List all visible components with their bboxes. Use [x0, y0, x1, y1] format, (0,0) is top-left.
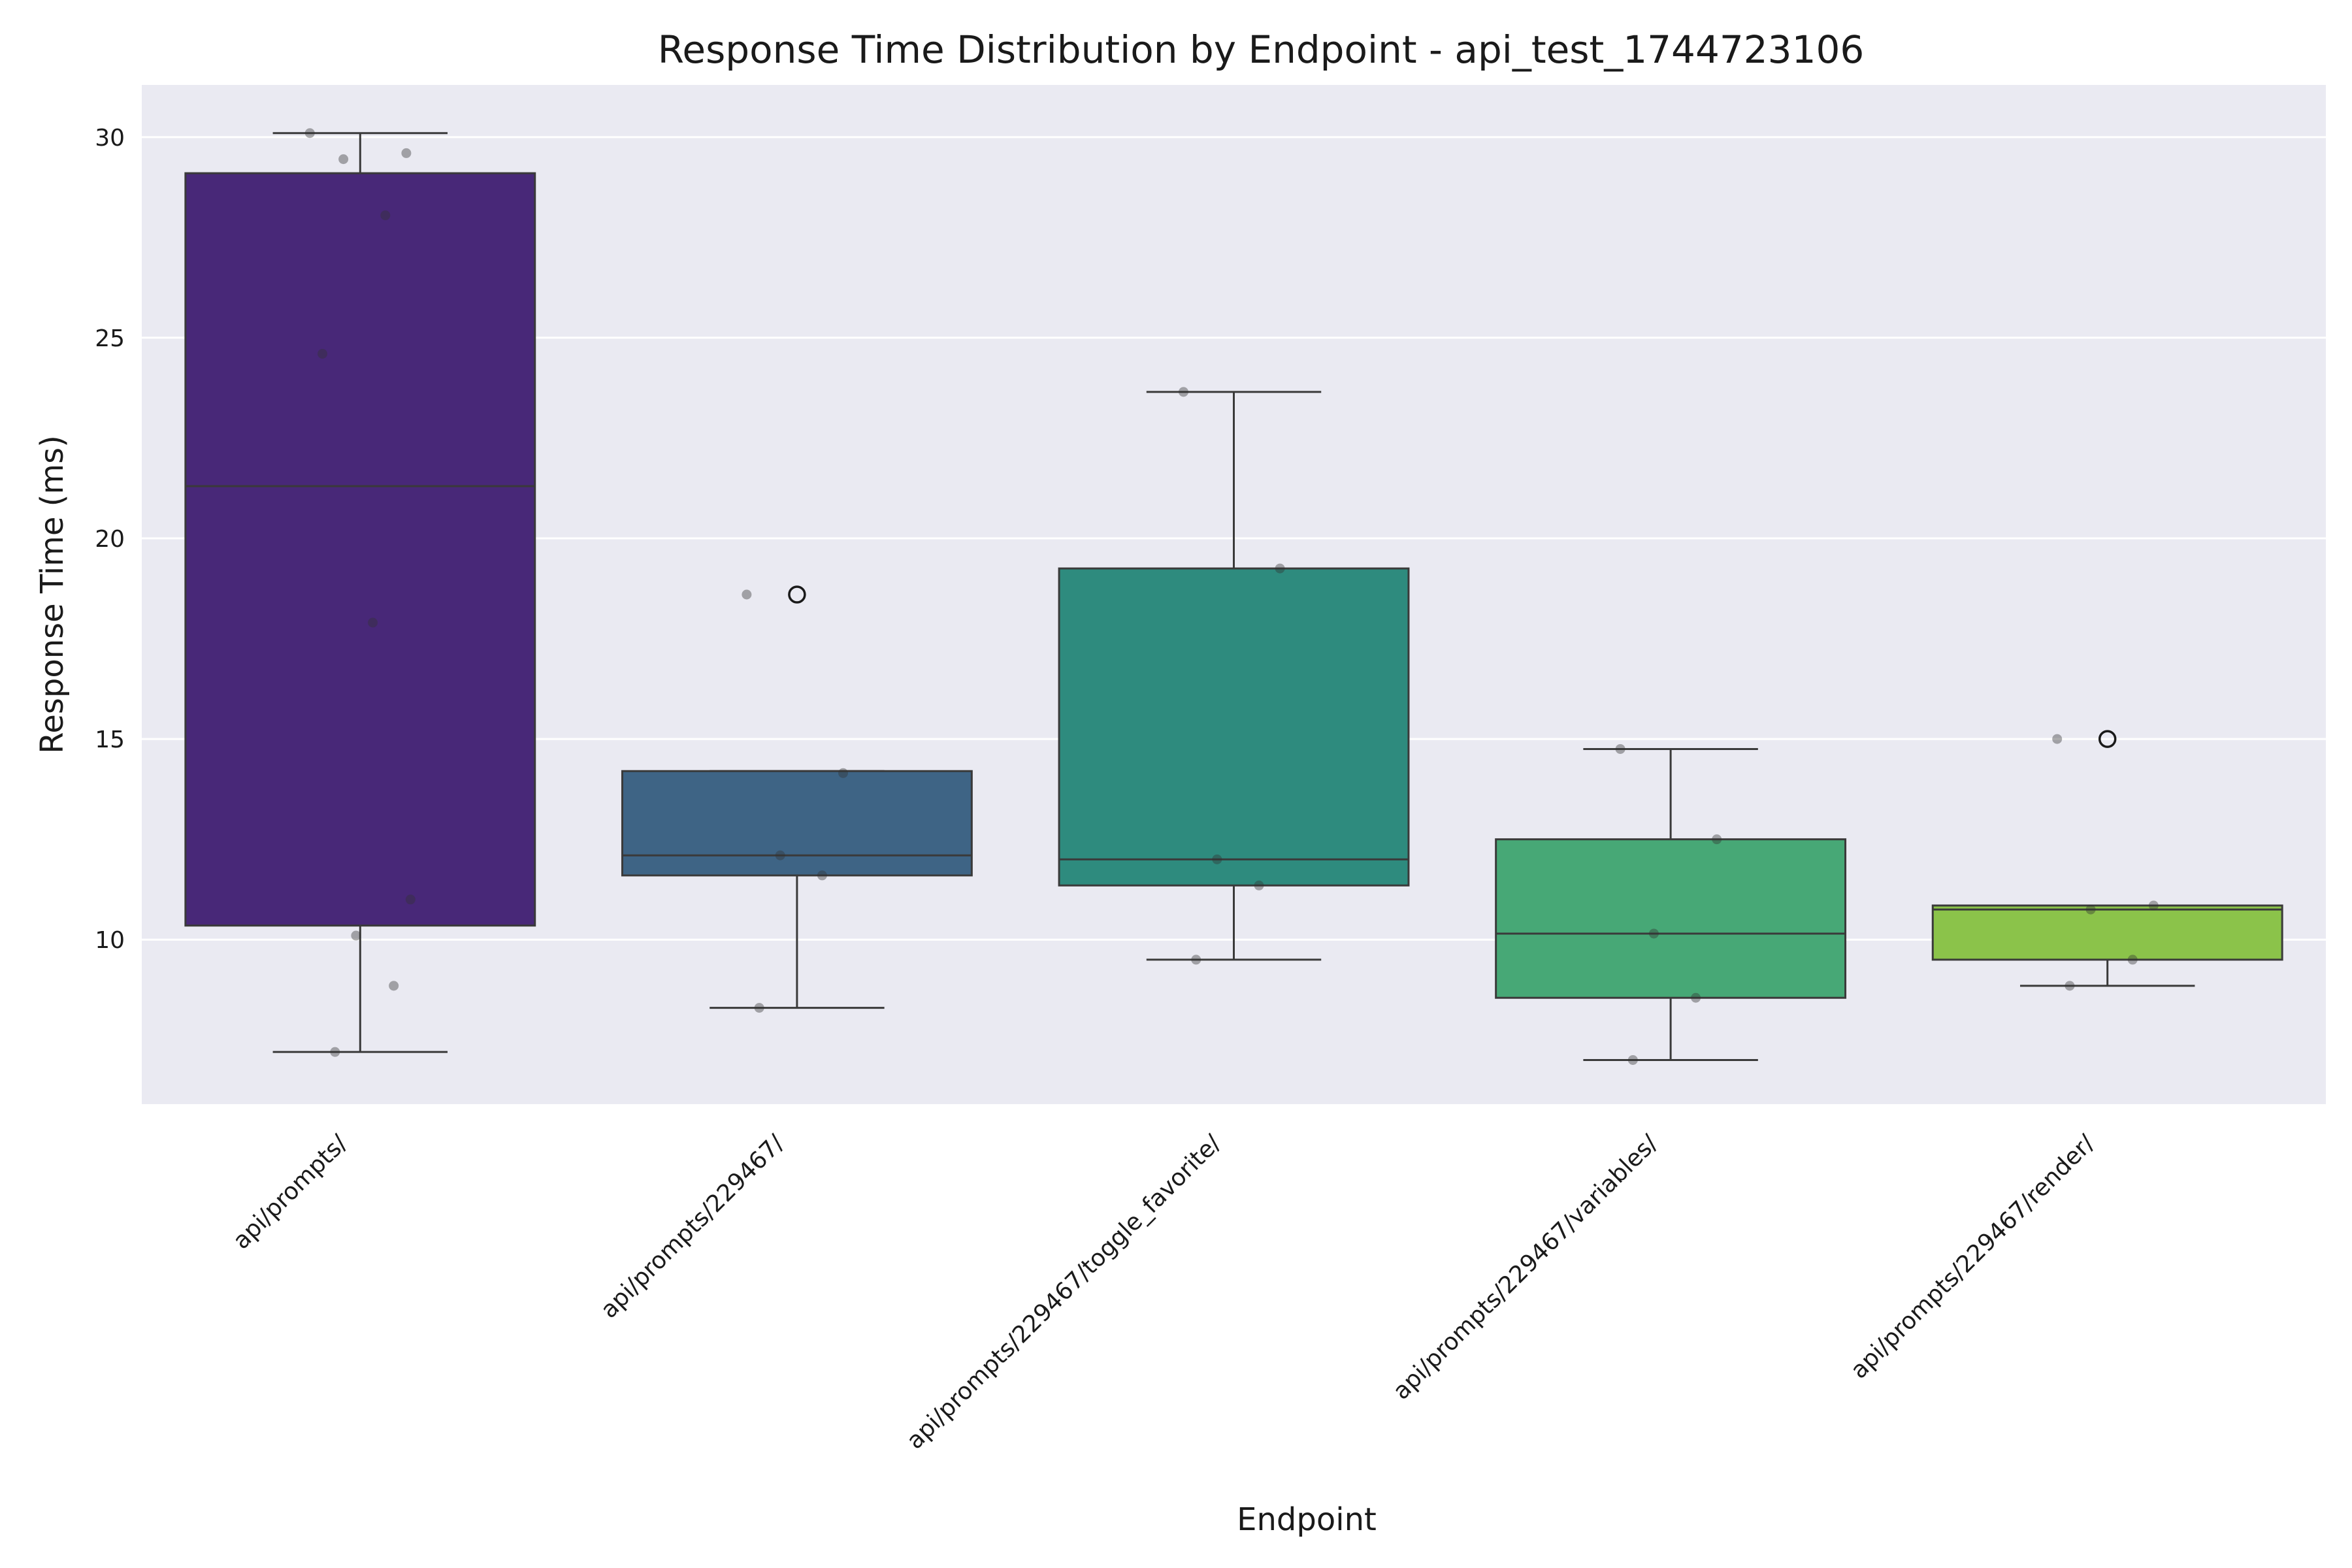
strip-point — [405, 894, 416, 905]
box-4 — [1495, 747, 1847, 1061]
strip-point — [1691, 992, 1701, 1003]
strip-point — [318, 348, 328, 359]
x-ticks: api/prompts/api/prompts/229467/api/promp… — [228, 1130, 2100, 1454]
box-iqr — [1058, 567, 1410, 887]
strip-point — [817, 870, 827, 881]
y-tick-label: 10 — [95, 927, 125, 954]
box-2 — [621, 585, 973, 1009]
x-tick-label: api/prompts/229467/render/ — [1846, 1130, 2100, 1384]
x-tick-label: api/prompts/229467/variables/ — [1388, 1130, 1663, 1405]
chart-title: Response Time Distribution by Endpoint -… — [658, 27, 1865, 72]
x-tick-label: api/prompts/229467/toggle_favorite/ — [902, 1130, 1226, 1454]
strip-point — [2085, 904, 2096, 915]
strip-point — [1275, 563, 1285, 574]
y-tick-label: 30 — [95, 125, 125, 152]
strip-points — [304, 128, 2159, 1065]
strip-point — [742, 589, 752, 600]
strip-point — [1191, 955, 1201, 965]
strip-point — [330, 1047, 340, 1057]
boxes — [184, 132, 2283, 1061]
strip-point — [754, 1003, 764, 1013]
strip-point — [401, 148, 412, 158]
strip-point — [1615, 743, 1625, 754]
x-tick-label: api/prompts/ — [228, 1130, 353, 1254]
y-tick-label: 25 — [95, 325, 125, 352]
strip-point — [838, 768, 849, 778]
strip-point — [380, 210, 391, 221]
box-iqr — [1931, 904, 2283, 961]
strip-point — [2052, 734, 2063, 744]
y-ticks: 10 15 20 25 30 — [95, 125, 125, 954]
strip-point — [338, 154, 349, 165]
strip-point — [1178, 387, 1188, 397]
strip-point — [1627, 1054, 1638, 1065]
y-tick-label: 15 — [95, 727, 125, 753]
box-3 — [1058, 391, 1410, 961]
strip-point — [2127, 955, 2138, 965]
y-tick-label: 20 — [95, 526, 125, 553]
x-axis-label: Endpoint — [1237, 1501, 1377, 1538]
box-1 — [184, 132, 536, 1053]
x-tick-label: api/prompts/229467/ — [596, 1130, 790, 1324]
strip-point — [2065, 981, 2075, 991]
strip-point — [775, 850, 785, 860]
strip-point — [1648, 928, 1659, 939]
outlier-point — [788, 585, 806, 604]
strip-point — [389, 981, 399, 991]
box-iqr — [1495, 838, 1847, 999]
strip-point — [1254, 880, 1264, 890]
box-iqr — [621, 770, 973, 877]
strip-point — [368, 617, 378, 628]
strip-point — [351, 930, 361, 941]
strip-point — [1712, 834, 1722, 845]
y-axis-label: Response Time (ms) — [34, 435, 71, 754]
strip-point — [2148, 900, 2159, 911]
outlier-point — [2098, 730, 2117, 748]
strip-point — [304, 128, 315, 139]
strip-point — [1212, 854, 1222, 864]
box-5 — [1931, 730, 2283, 987]
box-iqr — [184, 172, 536, 927]
